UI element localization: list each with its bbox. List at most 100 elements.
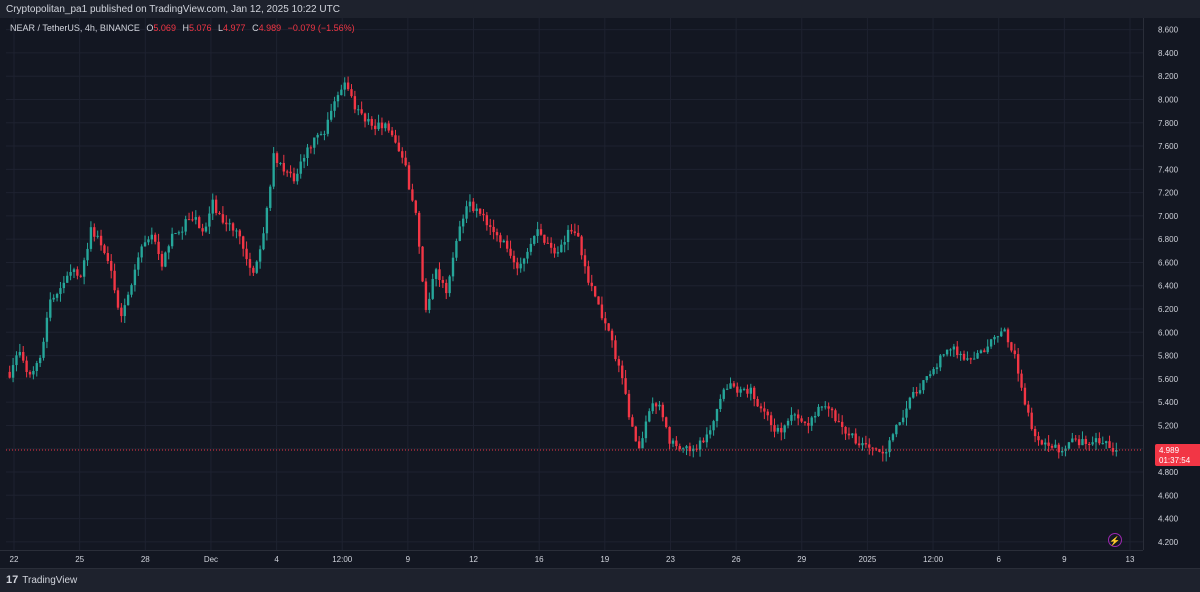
tradingview-logo[interactable]: 17 TradingView bbox=[6, 574, 77, 586]
candle-body bbox=[874, 448, 878, 450]
candle-body bbox=[885, 452, 888, 454]
candle-body bbox=[583, 255, 587, 267]
candle-body bbox=[1003, 329, 1006, 332]
candle-body bbox=[969, 358, 972, 360]
x-tick-label: 19 bbox=[600, 555, 609, 564]
candle-body bbox=[824, 406, 827, 408]
chart-area[interactable]: 8.600 8.400 8.200 8.000 7.800 7.600 7.400 7.200… bbox=[0, 18, 1200, 566]
candle-body bbox=[130, 285, 133, 295]
candle-body bbox=[1088, 443, 1091, 445]
candle-body bbox=[150, 234, 154, 240]
candle-body bbox=[387, 123, 390, 131]
candle-body bbox=[665, 417, 668, 428]
candle-body bbox=[289, 171, 292, 174]
candle-body bbox=[350, 89, 353, 97]
candle-body bbox=[959, 353, 962, 356]
candle-body bbox=[434, 269, 438, 279]
x-tick-label: Dec bbox=[204, 555, 218, 564]
candle-body bbox=[157, 241, 160, 255]
candle-body bbox=[326, 119, 329, 134]
candle-body bbox=[116, 290, 120, 308]
candle-body bbox=[1077, 439, 1081, 446]
x-tick-label: 4 bbox=[274, 555, 279, 564]
candle-body bbox=[221, 214, 225, 223]
candle-body bbox=[722, 389, 725, 399]
candle-body bbox=[1101, 443, 1104, 445]
candle-body bbox=[705, 434, 709, 443]
x-tick-label: 9 bbox=[1062, 555, 1067, 564]
y-tick-label: 5.200 bbox=[1158, 421, 1179, 430]
candle-body bbox=[797, 414, 800, 419]
candle-body bbox=[1115, 450, 1118, 452]
candlestick-chart[interactable]: 8.600 8.400 8.200 8.000 7.800 7.600 7.400 7.200… bbox=[0, 18, 1200, 566]
lightning-icon[interactable]: ⚡ bbox=[1108, 533, 1122, 547]
candle-body bbox=[553, 247, 556, 254]
candle-body bbox=[475, 208, 478, 211]
candle-body bbox=[516, 262, 519, 269]
x-tick-label: 12 bbox=[469, 555, 478, 564]
candle-body bbox=[353, 96, 357, 110]
candle-body bbox=[881, 451, 884, 454]
candle-body bbox=[519, 263, 522, 269]
candle-body bbox=[631, 417, 634, 427]
x-tick-label: 22 bbox=[10, 555, 19, 564]
candle-body bbox=[983, 350, 986, 353]
candle-body bbox=[543, 234, 546, 243]
candle-body bbox=[546, 242, 549, 244]
candle-body bbox=[390, 130, 394, 136]
candle-body bbox=[932, 369, 935, 375]
x-tick-label: 23 bbox=[666, 555, 675, 564]
candle-body bbox=[380, 122, 384, 129]
candle-body bbox=[248, 259, 252, 268]
candle-body bbox=[49, 299, 52, 318]
candle-body bbox=[445, 282, 448, 294]
candle-body bbox=[681, 448, 685, 450]
candle-body bbox=[834, 410, 837, 422]
candle-body bbox=[888, 440, 891, 453]
candle-body bbox=[242, 236, 245, 249]
candle-body bbox=[472, 201, 475, 211]
price-tag-value: 4.989 bbox=[1159, 446, 1180, 455]
candle-body bbox=[736, 386, 739, 393]
candle-body bbox=[45, 317, 49, 342]
candle-body bbox=[671, 440, 675, 444]
candle-body bbox=[624, 378, 627, 394]
candle-body bbox=[776, 427, 780, 432]
candle-body bbox=[282, 162, 285, 172]
candle-body bbox=[1040, 440, 1044, 445]
candle-body bbox=[404, 157, 407, 166]
candle-body bbox=[1057, 444, 1060, 453]
candle-body bbox=[69, 271, 72, 276]
candle-body bbox=[482, 213, 485, 216]
candle-body bbox=[1027, 404, 1030, 413]
candle-body bbox=[485, 215, 489, 226]
candle-body bbox=[370, 118, 373, 126]
candle-body bbox=[1010, 342, 1013, 351]
candle-body bbox=[28, 372, 32, 375]
candle-body bbox=[891, 434, 895, 441]
candle-body bbox=[59, 288, 62, 294]
candle-body bbox=[922, 380, 925, 391]
candle-body bbox=[925, 376, 928, 381]
candle-body bbox=[1108, 441, 1111, 449]
candle-body bbox=[1054, 444, 1057, 448]
candle-body bbox=[556, 252, 560, 254]
candle-body bbox=[299, 161, 302, 174]
candle-body bbox=[245, 248, 248, 260]
candle-body bbox=[428, 298, 431, 310]
candle-body bbox=[113, 270, 116, 291]
candle-body bbox=[363, 113, 367, 122]
candle-body bbox=[15, 355, 18, 366]
candle-body bbox=[949, 349, 952, 351]
candle-body bbox=[830, 408, 834, 411]
candle-body bbox=[600, 304, 604, 319]
candle-body bbox=[675, 440, 678, 447]
candle-body bbox=[648, 411, 651, 422]
candle-body bbox=[397, 142, 401, 152]
candle-body bbox=[956, 346, 959, 356]
candle-body bbox=[170, 233, 174, 247]
candle-body bbox=[421, 246, 424, 282]
x-tick-label: 6 bbox=[996, 555, 1001, 564]
candle-body bbox=[827, 406, 830, 409]
candle-body bbox=[841, 421, 844, 427]
